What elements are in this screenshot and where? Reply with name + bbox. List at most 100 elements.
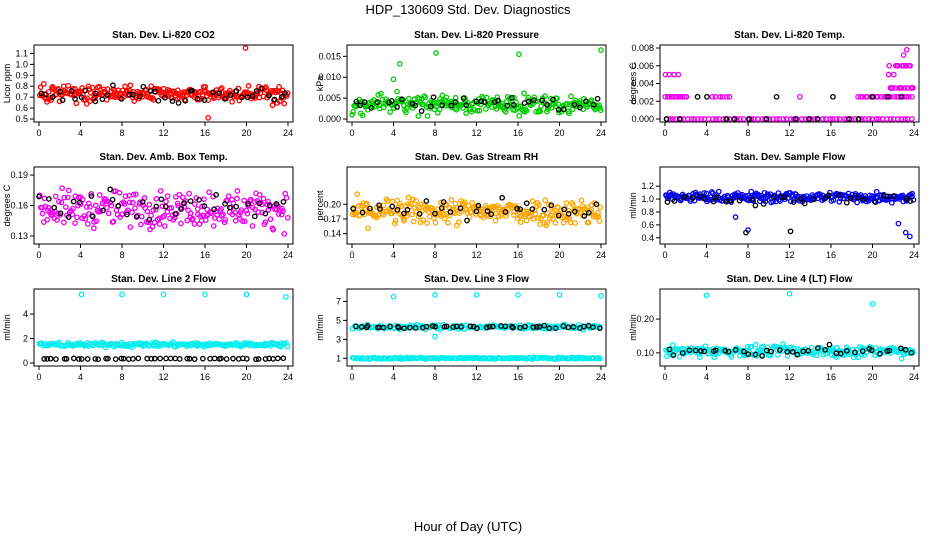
- y-tick-label: 0.19: [10, 170, 28, 180]
- y-axis-label: ml/min: [628, 314, 638, 341]
- data-point: [83, 101, 90, 107]
- data-point: [422, 94, 429, 101]
- data-point: [92, 98, 99, 105]
- data-points: [36, 45, 291, 121]
- outlier-point: [432, 333, 438, 340]
- data-point: [900, 62, 907, 69]
- data-point: [79, 196, 86, 203]
- data-point: [903, 46, 910, 53]
- data-point: [490, 323, 496, 330]
- data-point: [869, 116, 875, 122]
- data-point: [895, 116, 901, 122]
- data-point: [272, 89, 279, 96]
- data-point: [676, 116, 683, 122]
- data-point: [814, 345, 821, 351]
- data-point: [521, 90, 527, 97]
- data-point: [484, 208, 491, 214]
- data-point: [797, 196, 804, 202]
- plot-frame: [33, 288, 294, 367]
- data-point: [413, 197, 419, 204]
- y-tick-label: 0.13: [10, 231, 28, 241]
- data-point: [42, 203, 49, 210]
- data-point: [681, 194, 688, 200]
- data-point: [903, 195, 910, 202]
- data-point: [555, 106, 562, 113]
- x-tick-label: 0: [36, 128, 41, 138]
- data-point: [461, 199, 468, 206]
- y-tick-label: 0.000: [318, 114, 341, 124]
- y-tick-label: 3: [336, 334, 341, 344]
- data-point: [213, 191, 219, 198]
- data-point: [233, 88, 240, 94]
- data-point: [201, 203, 208, 210]
- data-point: [401, 325, 408, 332]
- data-point: [725, 348, 732, 355]
- data-point: [52, 193, 59, 200]
- data-point: [223, 356, 230, 362]
- data-point: [443, 323, 450, 330]
- plot-frame: [659, 166, 920, 245]
- data-point: [82, 215, 89, 222]
- outlier-point: [78, 291, 85, 298]
- data-point: [698, 116, 705, 122]
- data-point: [184, 355, 191, 362]
- data-point: [844, 348, 850, 354]
- data-point: [243, 355, 250, 362]
- outlier-point: [786, 290, 793, 297]
- data-point: [898, 116, 905, 122]
- data-point: [791, 196, 797, 203]
- data-point: [281, 100, 288, 107]
- data-point: [284, 90, 291, 96]
- data-point: [148, 355, 155, 362]
- data-point: [186, 190, 192, 197]
- data-point: [57, 88, 63, 95]
- x-tick-label: 8: [432, 372, 437, 382]
- x-tick-label: 16: [826, 250, 836, 260]
- data-point: [130, 191, 137, 198]
- data-point: [155, 97, 162, 104]
- data-point: [54, 217, 60, 223]
- data-point: [191, 221, 198, 227]
- data-point: [56, 98, 63, 105]
- chart-title: Stan. Dev. Line 4 (LT) Flow: [727, 274, 853, 285]
- data-point: [467, 209, 474, 215]
- data-point: [254, 89, 261, 95]
- data-point: [380, 324, 387, 331]
- x-tick-label: 4: [704, 128, 709, 138]
- data-point: [859, 116, 865, 122]
- data-point: [709, 93, 716, 100]
- data-point: [692, 347, 699, 354]
- data-point: [886, 62, 893, 69]
- data-point: [504, 102, 511, 109]
- data-point: [280, 355, 287, 362]
- data-point: [112, 356, 119, 362]
- data-point: [748, 188, 755, 195]
- data-point: [211, 355, 218, 362]
- x-tick-label: 4: [391, 128, 396, 138]
- data-point: [418, 201, 424, 208]
- data-point: [144, 208, 151, 215]
- data-point: [256, 200, 263, 207]
- data-point: [210, 89, 217, 96]
- outlier-point: [906, 233, 913, 240]
- data-point: [227, 92, 234, 98]
- data-point: [68, 88, 75, 94]
- figure-title: HDP_130609 Std. Dev. Diagnostics: [366, 2, 571, 17]
- x-tick-label: 4: [78, 250, 83, 260]
- data-point: [910, 197, 917, 203]
- data-point: [150, 207, 157, 214]
- y-tick-label: 0.9: [15, 70, 28, 80]
- data-point: [560, 219, 567, 226]
- data-point: [552, 207, 558, 214]
- data-point: [713, 116, 719, 122]
- data-point: [778, 194, 785, 201]
- x-tick-label: 16: [200, 128, 210, 138]
- data-point: [103, 355, 109, 362]
- data-point: [157, 188, 164, 194]
- data-point: [502, 109, 509, 115]
- x-tick-label: 4: [78, 128, 83, 138]
- data-point: [88, 193, 95, 199]
- data-point: [432, 219, 439, 226]
- data-point: [252, 206, 259, 213]
